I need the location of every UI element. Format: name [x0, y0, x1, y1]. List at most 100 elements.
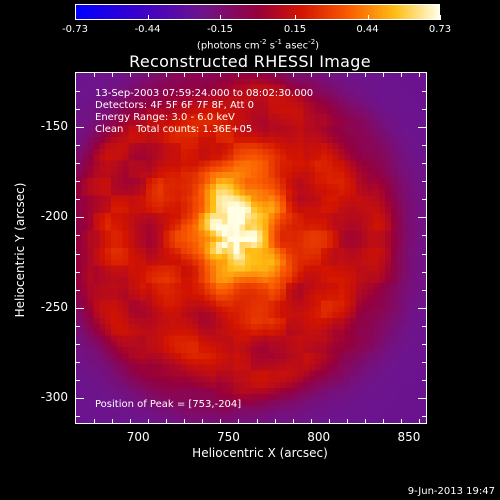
axis-tick-mark [76, 379, 80, 381]
axis-tick-mark [418, 419, 420, 423]
axis-tick-mark [184, 419, 186, 423]
axis-tick-mark [76, 397, 84, 399]
axis-tick-mark [346, 419, 348, 423]
axis-tick-mark [220, 419, 222, 423]
axis-tick-mark [130, 419, 132, 423]
annotation-time: 13-Sep-2003 07:59:24.000 to 08:02:30.000 [95, 88, 314, 99]
colorbar-tick-mark [75, 15, 76, 20]
y-tick-label: -200 [40, 209, 68, 224]
axis-tick-mark [418, 307, 426, 309]
axis-tick-mark [76, 343, 80, 345]
colorbar-tick-mark [367, 15, 369, 20]
axis-tick-mark [184, 73, 186, 77]
axis-tick-mark [382, 73, 384, 77]
footer-timestamp: 9-Jun-2013 19:47 [407, 486, 495, 497]
axis-tick-mark [76, 181, 80, 183]
axis-tick-mark [76, 307, 84, 309]
rhessi-image-map [76, 73, 426, 423]
axis-tick-mark [238, 419, 240, 423]
axis-tick-mark [310, 419, 312, 423]
x-tick-label: 750 [216, 430, 240, 444]
axis-tick-mark [112, 419, 114, 423]
axis-tick-mark [422, 163, 426, 165]
colorbar-tick-label: 0.44 [356, 24, 379, 35]
axis-tick-mark [422, 289, 426, 291]
axis-tick-mark [364, 419, 366, 423]
y-tick-label: -250 [40, 299, 68, 314]
axis-tick-mark [422, 379, 426, 381]
colorbar-tick-label: -0.44 [134, 24, 161, 35]
axis-tick-mark [112, 73, 114, 77]
colorbar-tick-label: 0.73 [428, 24, 452, 35]
x-tick-label: 700 [126, 430, 150, 444]
annotation-peak: Position of Peak = [753,-204] [95, 399, 242, 410]
colorbar [75, 4, 440, 20]
axis-tick-mark [292, 419, 294, 423]
axis-tick-mark [256, 419, 258, 423]
colorbar-tick-label: -0.15 [207, 24, 233, 35]
axis-tick-mark [76, 361, 80, 363]
axis-tick-mark [76, 235, 80, 237]
axis-tick-mark [166, 419, 168, 423]
axis-tick-mark [422, 109, 426, 111]
axis-tick-mark [94, 419, 96, 423]
axis-tick-mark [166, 73, 168, 77]
x-axis-label: Heliocentric X (arcsec) [192, 446, 328, 460]
axis-tick-mark [422, 271, 426, 273]
y-tick-label: -150 [40, 119, 68, 134]
axis-tick-mark [292, 73, 294, 77]
axis-tick-mark [422, 253, 426, 255]
x-tick-label: 800 [307, 430, 331, 444]
axis-tick-mark [130, 73, 132, 77]
rhessi-image-plot: 13-Sep-2003 07:59:24.000 to 08:02:30.000… [75, 72, 427, 424]
axis-tick-mark [400, 419, 402, 423]
axis-tick-mark [422, 325, 426, 327]
axis-tick-mark [346, 73, 348, 77]
axis-tick-mark [202, 73, 204, 77]
axis-tick-mark [76, 271, 80, 273]
axis-tick-mark [238, 73, 240, 77]
axis-tick-mark [76, 163, 80, 165]
axis-tick-mark [76, 127, 84, 129]
x-tick-label: 850 [397, 430, 421, 444]
axis-tick-mark [94, 73, 96, 77]
axis-tick-mark [422, 415, 426, 417]
axis-tick-mark [274, 73, 276, 77]
axis-tick-mark [418, 127, 426, 129]
axis-tick-mark [220, 73, 222, 77]
axis-tick-mark [76, 91, 80, 93]
annotation-energy: Energy Range: 3.0 - 6.0 keV [95, 112, 235, 123]
axis-tick-mark [328, 73, 330, 77]
axis-tick-mark [418, 217, 426, 219]
axis-tick-mark [76, 109, 80, 111]
axis-tick-mark [148, 419, 150, 423]
axis-tick-mark [76, 145, 80, 147]
colorbar-tick-mark [147, 15, 149, 20]
colorbar-tick-mark [295, 15, 296, 20]
axis-tick-mark [382, 419, 384, 423]
axis-tick-mark [422, 181, 426, 183]
axis-tick-mark [76, 199, 80, 201]
plot-title: Reconstructed RHESSI Image [129, 52, 371, 71]
axis-tick-mark [76, 325, 80, 327]
colorbar-tick-label: -0.73 [62, 24, 88, 35]
axis-tick-mark [422, 343, 426, 345]
axis-tick-mark [422, 145, 426, 147]
annotation-detectors: Detectors: 4F 5F 6F 7F 8F, Att 0 [95, 100, 255, 111]
y-axis-label: Heliocentric Y (arcsec) [13, 182, 27, 318]
axis-tick-mark [256, 73, 258, 77]
axis-tick-mark [422, 199, 426, 201]
colorbar-tick-mark [440, 15, 441, 20]
axis-tick-mark [76, 217, 84, 219]
axis-tick-mark [422, 91, 426, 93]
axis-tick-mark [328, 419, 330, 423]
y-tick-label: -300 [40, 389, 68, 404]
axis-tick-mark [422, 235, 426, 237]
axis-tick-mark [274, 419, 276, 423]
axis-tick-mark [418, 397, 426, 399]
axis-tick-mark [202, 419, 204, 423]
colorbar-tick-label: 0.15 [283, 24, 307, 35]
axis-tick-mark [76, 415, 80, 417]
annotation-clean: Clean Total counts: 1.36E+05 [95, 124, 253, 135]
axis-tick-mark [310, 73, 312, 77]
